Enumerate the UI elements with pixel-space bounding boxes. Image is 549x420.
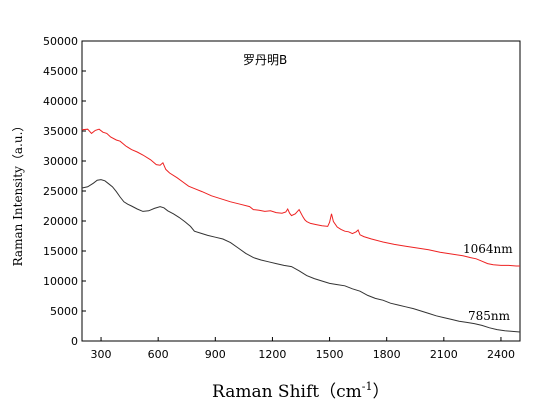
y-tick-label: 35000	[43, 125, 78, 138]
y-tick-label: 50000	[43, 35, 78, 48]
y-tick-label: 30000	[43, 155, 78, 168]
x-tick-label: 300	[91, 348, 112, 361]
series-line-1064nm	[81, 128, 520, 267]
plot-frame	[81, 40, 521, 342]
x-axis-title-main: Raman Shift（cm	[212, 382, 362, 402]
x-tick-label: 1800	[373, 348, 401, 361]
y-tick-label: 0	[71, 335, 78, 348]
y-tick-label: 5000	[50, 305, 78, 318]
x-tick-label: 1500	[316, 348, 344, 361]
chart-title: 罗丹明B	[243, 53, 287, 67]
x-axis: 300 600 900 1200 1500 1800 2100 2400	[91, 337, 515, 361]
series-line-785nm	[81, 179, 521, 333]
x-tick-label: 600	[148, 348, 169, 361]
x-axis-title: Raman Shift（cm-1）	[212, 380, 389, 402]
x-tick-label: 900	[205, 348, 226, 361]
y-tick-label: 15000	[43, 245, 78, 258]
x-tick-label: 2100	[430, 348, 458, 361]
y-tick-label: 10000	[43, 275, 78, 288]
y-tick-label: 25000	[43, 185, 78, 198]
y-tick-label: 20000	[43, 215, 78, 228]
series-label-785nm: 785nm	[468, 309, 511, 323]
x-axis-title-close: ）	[372, 382, 389, 402]
y-tick-label: 45000	[43, 65, 78, 78]
x-tick-label: 1200	[258, 348, 286, 361]
x-tick-label: 2400	[487, 348, 515, 361]
series-layer	[81, 128, 521, 333]
y-axis: 0 5000 10000 15000 20000 25000 30000 35000 40000…	[43, 35, 86, 348]
y-tick-label: 40000	[43, 95, 78, 108]
x-axis-title-superscript: -1	[362, 380, 373, 393]
series-label-1064nm: 1064nm	[463, 242, 513, 256]
y-axis-title: Raman Intensity（a.u.）	[11, 120, 25, 267]
